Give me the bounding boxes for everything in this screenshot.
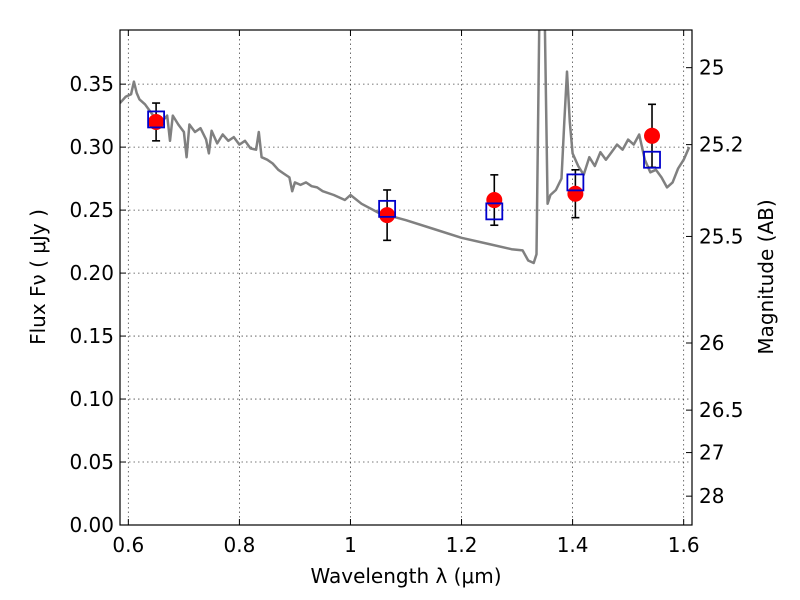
synthetic-square xyxy=(147,110,165,129)
y2-tick-label: 25.5 xyxy=(699,224,744,248)
synthetic-square xyxy=(378,199,397,218)
plot-frame xyxy=(119,29,693,526)
observed-point xyxy=(486,192,503,209)
synthetic-square xyxy=(485,202,504,221)
plot-area xyxy=(120,30,691,265)
y2-axis-title: Magnitude (AB) xyxy=(754,199,778,354)
tick-labels: 0.6 0.8 1 1.2 1.4 1.6 0.00 0.05 0.10 0.15 0.20 0.25… xyxy=(69,56,743,557)
y-axis-title: Flux Fν ( μJy ) xyxy=(26,209,50,345)
y-tick-label: 0.30 xyxy=(69,135,114,159)
y-tick-label: 0.20 xyxy=(69,261,114,285)
y2-tick-label: 28 xyxy=(699,484,724,508)
x-axis-title: Wavelength λ (μm) xyxy=(310,564,501,588)
observed-point xyxy=(567,185,584,202)
ticks xyxy=(120,30,692,526)
y2-tick-label: 25.2 xyxy=(699,133,744,157)
model-spectrum-line xyxy=(120,30,691,265)
y-tick-label: 0.00 xyxy=(69,513,114,537)
x-tick-label: 1.2 xyxy=(446,533,478,557)
observed-point xyxy=(379,207,396,224)
y-tick-label: 0.05 xyxy=(69,450,114,474)
grid xyxy=(120,30,692,526)
x-tick-label: 1 xyxy=(344,533,357,557)
y-tick-label: 0.15 xyxy=(69,324,114,348)
observed-point xyxy=(644,127,661,144)
y2-tick-label: 26.5 xyxy=(699,398,744,422)
y-tick-label: 0.25 xyxy=(69,198,114,222)
x-tick-label: 1.6 xyxy=(668,533,700,557)
x-tick-label: 0.6 xyxy=(112,533,144,557)
x-tick-label: 1.4 xyxy=(557,533,589,557)
x-tick-label: 0.8 xyxy=(223,533,255,557)
y2-tick-label: 26 xyxy=(699,331,724,355)
synthetic-square xyxy=(566,173,585,192)
synthetic-square xyxy=(643,150,661,169)
y-tick-label: 0.10 xyxy=(69,387,114,411)
y2-tick-label: 25 xyxy=(699,56,724,80)
observed-point xyxy=(148,113,165,130)
y2-tick-label: 27 xyxy=(699,441,724,465)
y-tick-label: 0.35 xyxy=(69,72,114,96)
